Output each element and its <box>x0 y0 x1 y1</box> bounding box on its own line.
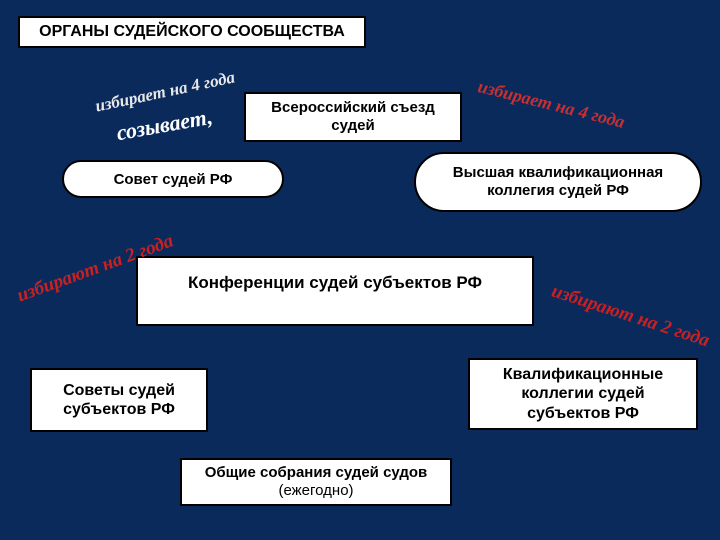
bottom-sub: (ежегодно) <box>278 482 353 499</box>
councils-subjects-text: Советы судей субъектов РФ <box>40 381 198 419</box>
top-center-text: Всероссийский съезд судей <box>254 99 452 135</box>
title-box: ОРГАНЫ СУДЕЙСКОГО СООБЩЕСТВА <box>18 16 366 48</box>
qual-boards-subjects-text: Квалификационные коллегии судей субъекто… <box>478 365 688 423</box>
top-center-box: Всероссийский съезд судей <box>244 92 462 142</box>
label-elects-4yr-right: избирает на 4 года <box>476 76 627 133</box>
council-judges-rf-box: Совет судей РФ <box>62 160 284 198</box>
title-text: ОРГАНЫ СУДЕЙСКОГО СООБЩЕСТВА <box>39 23 345 41</box>
conferences-text: Конференции судей субъектов РФ <box>188 273 482 293</box>
label-convenes: созывает, <box>114 104 214 146</box>
high-qual-board-box: Высшая квалификационная коллегия судей Р… <box>414 152 702 212</box>
general-meetings-box: Общие собрания судей судов (ежегодно) <box>180 458 452 506</box>
councils-subjects-box: Советы судей субъектов РФ <box>30 368 208 432</box>
high-qual-board-text: Высшая квалификационная коллегия судей Р… <box>424 164 692 200</box>
bottom-main: Общие собрания судей судов <box>205 464 428 481</box>
council-judges-rf-text: Совет судей РФ <box>114 171 233 188</box>
label-elects-2yr-right: избирают на 2 года <box>549 281 712 353</box>
conferences-box: Конференции судей субъектов РФ не реже о… <box>136 256 534 326</box>
general-meetings-text: Общие собрания судей судов (ежегодно) <box>190 464 442 500</box>
conferences-subtext: не реже одного раза в год <box>263 295 408 309</box>
label-elects-4yr-left: избирает на 4 года <box>93 67 236 116</box>
qual-boards-subjects-box: Квалификационные коллегии судей субъекто… <box>468 358 698 430</box>
